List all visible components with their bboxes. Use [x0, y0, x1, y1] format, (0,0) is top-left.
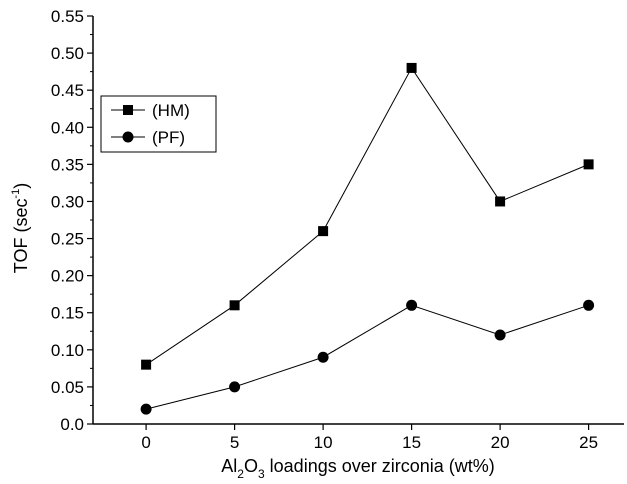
data-point-pf — [494, 329, 506, 341]
y-tick-label: 0.55 — [51, 7, 84, 26]
y-tick-label: 0.35 — [51, 155, 84, 174]
data-point-hm — [406, 62, 417, 73]
data-point-hm — [583, 159, 594, 170]
y-tick-label: 0.05 — [51, 378, 84, 397]
legend-box — [100, 95, 217, 153]
legend: (HM) (PF) — [100, 95, 217, 153]
y-tick-label: 0.45 — [51, 81, 84, 100]
legend-label-hm: (HM) — [152, 101, 190, 120]
data-point-hm — [318, 226, 329, 237]
series-line-hm — [145, 66, 589, 366]
y-tick-label: 0.10 — [51, 341, 84, 360]
data-point-hm — [229, 300, 240, 311]
y-tick-label: 0.25 — [51, 230, 84, 249]
y-tick-label: 0.0 — [60, 415, 84, 434]
data-point-pf — [229, 381, 241, 393]
axes — [92, 16, 624, 425]
x-tick-label: 20 — [491, 433, 510, 452]
ticks: 0.0 0.05 0.10 0.15 0.20 0.25 0.30 0.35 0.40 0.45 0… — [51, 7, 598, 452]
series-layer — [140, 62, 595, 415]
legend-label-pf: (PF) — [152, 128, 185, 147]
x-tick-label: 25 — [579, 433, 598, 452]
data-point-pf — [583, 299, 595, 311]
data-point-hm — [141, 359, 152, 370]
legend-marker-square — [123, 105, 133, 115]
x-tick-label: 15 — [402, 433, 421, 452]
y-tick-label: 0.30 — [51, 192, 84, 211]
x-tick-label: 0 — [141, 433, 150, 452]
y-tick-label: 0.50 — [51, 44, 84, 63]
x-tick-label: 10 — [314, 433, 333, 452]
y-tick-label: 0.20 — [51, 267, 84, 286]
y-tick-label: 0.15 — [51, 304, 84, 323]
data-point-pf — [140, 403, 152, 415]
x-tick-label: 5 — [230, 433, 239, 452]
data-point-hm — [495, 196, 506, 207]
data-point-pf — [317, 351, 329, 363]
x-axis-title: Al2O3 loadings over zirconia (wt%) — [221, 456, 495, 481]
legend-marker-circle — [122, 131, 134, 143]
y-tick-label: 0.40 — [51, 118, 84, 137]
data-point-pf — [406, 299, 418, 311]
y-axis-title: TOF (sec-1) — [10, 183, 31, 273]
series-line-pf — [145, 304, 589, 410]
